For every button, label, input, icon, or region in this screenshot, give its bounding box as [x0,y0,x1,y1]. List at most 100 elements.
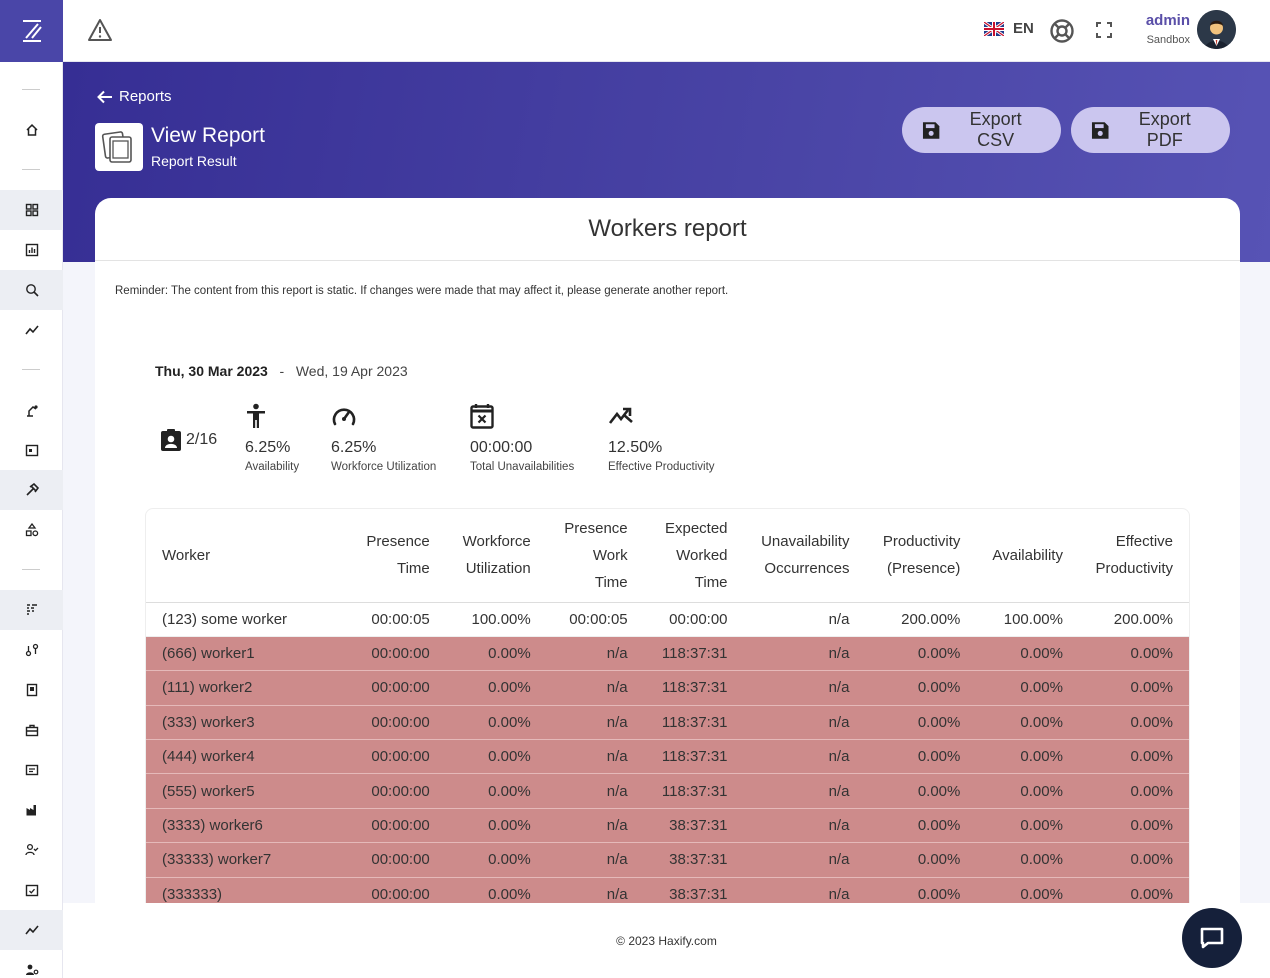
table-cell: 00:00:00 [332,705,446,741]
sidebar-item-analytics[interactable] [0,230,63,270]
page-title: View Report [151,124,266,147]
top-bar: EN admin Sandbox [63,0,1270,62]
table-cell: n/a [743,739,866,775]
sidebar-item-document[interactable] [0,670,63,710]
sidebar-item-inspect[interactable] [0,270,63,310]
table-row[interactable]: (444) worker4 00:00:00 0.00% n/a 118:37:31 n/… [146,739,1189,775]
footer: © 2023 Haxify.com [63,903,1270,978]
column-header[interactable]: Productivity (Presence) [865,509,977,603]
sidebar-item-trends[interactable] [0,310,63,350]
column-header[interactable]: Worker [146,509,333,603]
table-row[interactable]: (555) worker5 00:00:00 0.00% n/a 118:37:31 n/… [146,773,1189,809]
date-from: Thu, 30 Mar 2023 [155,363,268,379]
stat-effective-productivity: 12.50% Effective Productivity [608,403,715,473]
table-cell: 00:00:00 [332,808,446,844]
column-header[interactable]: Presence Time [332,509,446,603]
sidebar-item-factory[interactable] [0,790,63,830]
stat-value: 00:00:00 [470,439,533,456]
worker-count-value: 2/16 [186,431,218,448]
sidebar-item-team[interactable] [0,950,63,978]
sidebar-item-grid[interactable] [0,590,63,630]
column-header[interactable]: Availability [976,509,1079,603]
worker-count: 2/16 [160,428,217,452]
table-cell: n/a [546,842,644,878]
sidebar-item-report-trends[interactable] [0,910,63,950]
language-selector[interactable]: EN [984,20,1034,37]
table-cell: n/a [743,636,866,672]
table-cell: 0.00% [1078,705,1189,741]
table-cell: 00:00:00 [332,636,446,672]
sidebar-item-route[interactable] [0,630,63,670]
table-cell: n/a [743,773,866,809]
table-cell: 118:37:31 [643,739,744,775]
export-csv-label: Export CSV [969,109,1022,150]
table-cell: 0.00% [445,877,547,908]
table-cell: 00:00:00 [332,842,446,878]
clipboard-user-icon [161,429,181,451]
table-cell: 0.00% [445,773,547,809]
table-cell: 0.00% [865,739,977,775]
sidebar-item-tools[interactable] [0,470,63,510]
trend-line-icon [24,325,39,335]
table-cell: n/a [743,877,866,908]
export-csv-button[interactable]: Export CSV [902,107,1061,153]
id-card-icon [25,764,38,776]
table-cell: 0.00% [865,877,977,908]
table-cell: 00:00:00 [332,739,446,775]
sidebar-item-home[interactable] [0,110,63,150]
sidebar-item-dashboard[interactable] [0,190,63,230]
table-row[interactable]: (3333) worker6 00:00:00 0.00% n/a 38:37:31 n/… [146,808,1189,844]
table-row[interactable]: (111) worker2 00:00:00 0.00% n/a 118:37:31 n/… [146,670,1189,706]
sidebar-item-schedule[interactable] [0,870,63,910]
warning-icon[interactable] [87,18,113,47]
user-menu[interactable]: admin Sandbox [1135,12,1190,46]
fullscreen-icon[interactable] [1095,21,1113,44]
table-row[interactable]: (123) some worker 00:00:05 100.00% 00:00:05… [146,602,1189,637]
table-header-row: Worker Presence Time Workforce Utilization… [146,509,1189,603]
column-header[interactable]: Presence Work Time [546,509,644,603]
app-logo[interactable] [0,0,63,62]
table-row[interactable]: (33333) worker7 00:00:00 0.00% n/a 38:37:31 n… [146,842,1189,878]
report-icon [95,123,143,171]
sidebar-item-shapes[interactable] [0,510,63,550]
back-link-label: Reports [119,88,172,105]
table-row[interactable]: (333333) 00:00:00 0.00% n/a 38:37:31 n/a 0.00%… [146,877,1189,908]
search-chart-icon [25,284,39,297]
sidebar-item-badge[interactable] [0,750,63,790]
sidebar-item-calendar[interactable] [0,430,63,470]
stat-label: Total Unavailabilities [470,461,575,473]
column-header[interactable]: Workforce Utilization [445,509,547,603]
column-header[interactable]: Effective Productivity [1078,509,1189,603]
sidebar-item-toolbox[interactable] [0,710,63,750]
avatar[interactable] [1197,10,1236,49]
table-cell: 0.00% [976,842,1079,878]
column-header[interactable]: Unavailability Occurrences [743,509,866,603]
chat-button[interactable] [1182,908,1242,968]
sidebar-item-user-check[interactable] [0,830,63,870]
table-row[interactable]: (666) worker1 00:00:00 0.00% n/a 118:37:31 n/… [146,636,1189,672]
column-header[interactable]: Expected Worked Time [643,509,744,603]
stat-value: 12.50% [608,439,663,456]
table-row[interactable]: (333) worker3 00:00:00 0.00% n/a 118:37:31 n/… [146,705,1189,741]
table-cell: 118:37:31 [643,636,744,672]
user-org: Sandbox [1146,34,1190,46]
table-cell: 0.00% [1078,877,1189,908]
table-cell: 0.00% [1078,636,1189,672]
dashboard-icon [25,203,38,217]
table-cell: 0.00% [976,670,1079,706]
table-cell: 0.00% [976,636,1079,672]
table-cell: 0.00% [1078,739,1189,775]
stat-value: 6.25% [331,439,377,456]
sidebar-item-robot[interactable] [0,390,63,430]
back-link[interactable]: Reports [97,88,172,105]
document-icon [26,683,37,697]
table-cell: 0.00% [445,808,547,844]
table-cell: 00:00:00 [332,773,446,809]
table-cell: 0.00% [865,808,977,844]
table-cell: 00:00:00 [643,602,744,637]
table-cell: n/a [743,705,866,741]
help-lifebuoy-icon[interactable] [1049,18,1075,49]
save-icon [922,121,940,139]
stat-workforce-utilization: 6.25% Workforce Utilization [331,403,436,473]
export-pdf-button[interactable]: Export PDF [1071,107,1230,153]
